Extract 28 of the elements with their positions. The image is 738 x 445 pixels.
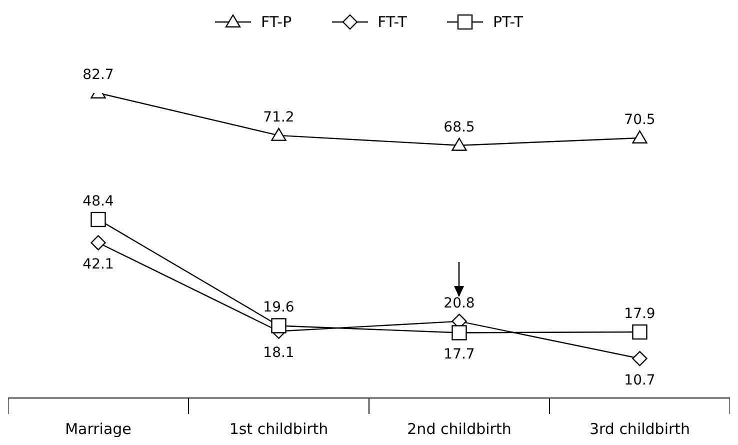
x-tick-label: 1st childbirth (229, 420, 328, 438)
x-tick-label: 3rd childbirth (589, 420, 690, 438)
x-tick-label: Marriage (65, 420, 132, 438)
point (271, 318, 286, 334)
data-label: 19.6 (263, 300, 294, 316)
point (90, 212, 106, 228)
legend-label: FT-T (378, 13, 407, 31)
data-label: 70.5 (624, 112, 656, 128)
point (452, 138, 467, 151)
data-label: 42.1 (82, 256, 114, 273)
data-label: 68.5 (444, 119, 475, 136)
data-label: 17.9 (624, 306, 656, 322)
data-label: 48.4 (82, 194, 114, 210)
data-label: 18.1 (263, 345, 294, 362)
legend-label: PT-T (492, 13, 523, 31)
point (632, 130, 648, 144)
legend-label: FT-P (261, 13, 292, 31)
data-label: 17.7 (444, 346, 475, 363)
data-label: 71.2 (263, 109, 294, 126)
point (632, 324, 648, 340)
point (632, 350, 648, 366)
data-label: 82.7 (82, 67, 114, 83)
point (271, 128, 286, 141)
point (452, 325, 467, 340)
point (90, 235, 106, 250)
data-label: 10.7 (624, 372, 656, 389)
x-tick-label: 2nd childbirth (407, 420, 512, 438)
data-label: 20.8 (444, 295, 475, 312)
